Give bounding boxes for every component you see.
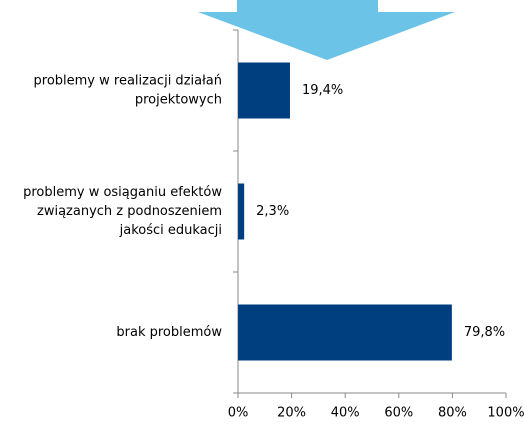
bar	[238, 62, 290, 119]
y-tick-label: jakości edukacji	[119, 223, 222, 238]
y-tick-label: związanych z podnoszeniem	[37, 204, 222, 219]
y-tick-label: projektowych	[135, 93, 222, 108]
y-tick-label: problemy w osiąganiu efektów	[23, 185, 222, 200]
value-label: 2,3%	[256, 204, 289, 219]
bar	[238, 304, 452, 361]
y-tick-label: brak problemów	[116, 325, 222, 340]
value-label: 19,4%	[302, 83, 343, 98]
value-label: 79,8%	[464, 325, 505, 340]
bar	[238, 183, 245, 240]
arrow-decoration	[198, 0, 455, 60]
x-tick-label: 20%	[277, 406, 306, 421]
x-tick-label: 40%	[331, 406, 360, 421]
x-tick-label: 60%	[384, 406, 413, 421]
x-tick-label: 100%	[487, 406, 524, 421]
x-tick-label: 80%	[438, 406, 467, 421]
x-tick-label: 0%	[228, 406, 249, 421]
y-tick-label: problemy w realizacji działań	[34, 74, 222, 89]
